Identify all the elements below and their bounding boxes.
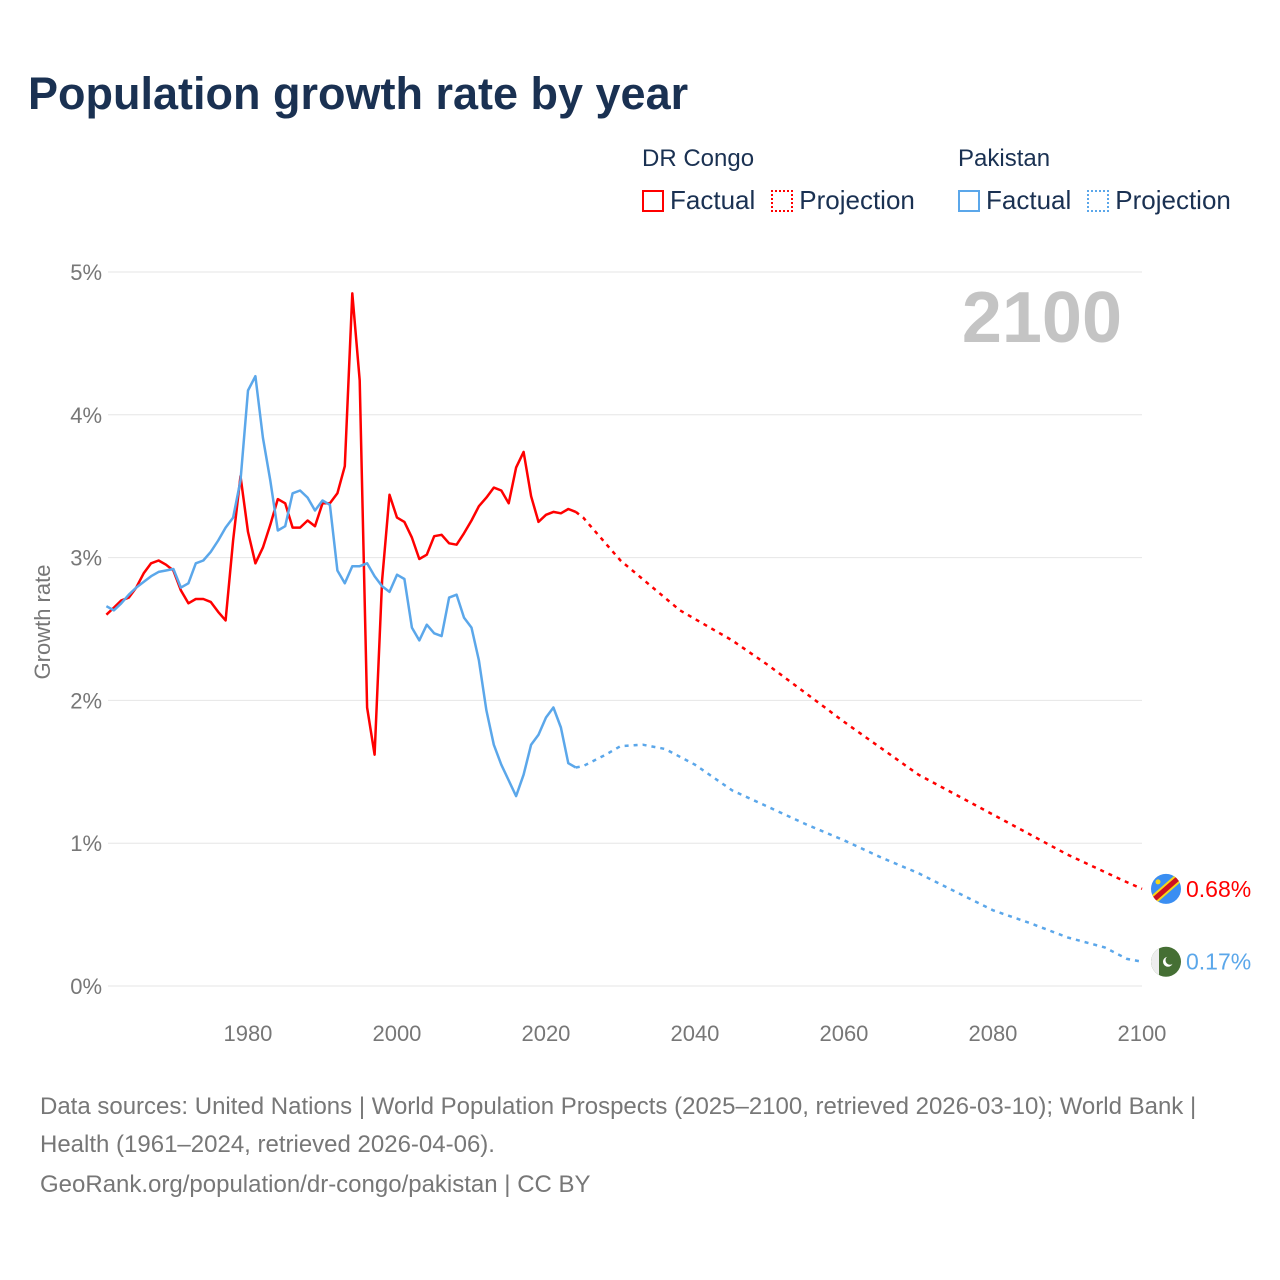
legend-pakistan-factual[interactable]: Factual	[958, 185, 1071, 216]
flag-crescent-cut	[1165, 955, 1175, 965]
legend-label: Projection	[1115, 185, 1231, 215]
x-tick-label: 2020	[521, 1021, 570, 1046]
y-tick-label: 0%	[70, 974, 102, 999]
legend-pakistan: Pakistan Factual Projection	[958, 145, 1231, 216]
legend-dr-congo: DR Congo Factual Projection	[642, 145, 915, 216]
year-label: 2100	[962, 278, 1122, 358]
legend-pakistan-projection[interactable]: Projection	[1087, 185, 1231, 216]
pakistan-factual-line	[105, 374, 577, 798]
legend-label: Factual	[670, 185, 756, 215]
flag-star	[1155, 879, 1161, 885]
chart-title: Population growth rate by year	[28, 68, 689, 119]
legend-label: Projection	[799, 185, 915, 215]
dr-congo-end-label: 0.68%	[1186, 876, 1251, 902]
x-tick-label: 2040	[670, 1021, 719, 1046]
y-axis-label: Growth rate	[30, 565, 55, 680]
dr-congo-factual-line	[105, 292, 577, 756]
legend-dr-congo-title: DR Congo	[642, 145, 755, 172]
legend-pakistan-title: Pakistan	[958, 145, 1051, 172]
y-tick-label: 1%	[70, 831, 102, 856]
dr-congo-flag-icon	[1151, 873, 1181, 904]
x-tick-label: 2100	[1117, 1021, 1166, 1046]
dr-congo-projection-line	[575, 510, 1143, 891]
y-tick-label: 4%	[70, 403, 102, 428]
dotted-swatch-icon	[1087, 189, 1110, 212]
y-tick-label: 3%	[70, 546, 102, 571]
credit-link[interactable]: GeoRank.org/population/dr-congo/pakistan…	[40, 1171, 591, 1198]
legend-dr-congo-projection[interactable]: Projection	[771, 185, 915, 216]
y-tick-label: 5%	[70, 260, 102, 285]
x-tick-label: 1980	[223, 1021, 272, 1046]
pakistan-end-label: 0.17%	[1186, 949, 1251, 975]
x-tick-label: 2080	[968, 1021, 1017, 1046]
legend-dr-congo-factual[interactable]: Factual	[642, 185, 755, 216]
pakistan-projection-line	[575, 743, 1143, 963]
pakistan-flag-icon	[1151, 946, 1181, 977]
x-tick-label: 2060	[819, 1021, 868, 1046]
x-tick-label: 2000	[372, 1021, 421, 1046]
dotted-swatch-icon	[771, 189, 794, 212]
flag-white-band	[1151, 946, 1159, 977]
solid-swatch-icon	[958, 189, 980, 212]
flag-stripe-red	[1151, 873, 1181, 904]
data-sources: Data sources: United Nations | World Pop…	[40, 1093, 1197, 1158]
footer: Data sources: United Nations | World Pop…	[40, 1088, 1240, 1204]
y-tick-label: 2%	[70, 688, 102, 713]
legend-label: Factual	[986, 185, 1072, 215]
solid-swatch-icon	[642, 189, 664, 212]
